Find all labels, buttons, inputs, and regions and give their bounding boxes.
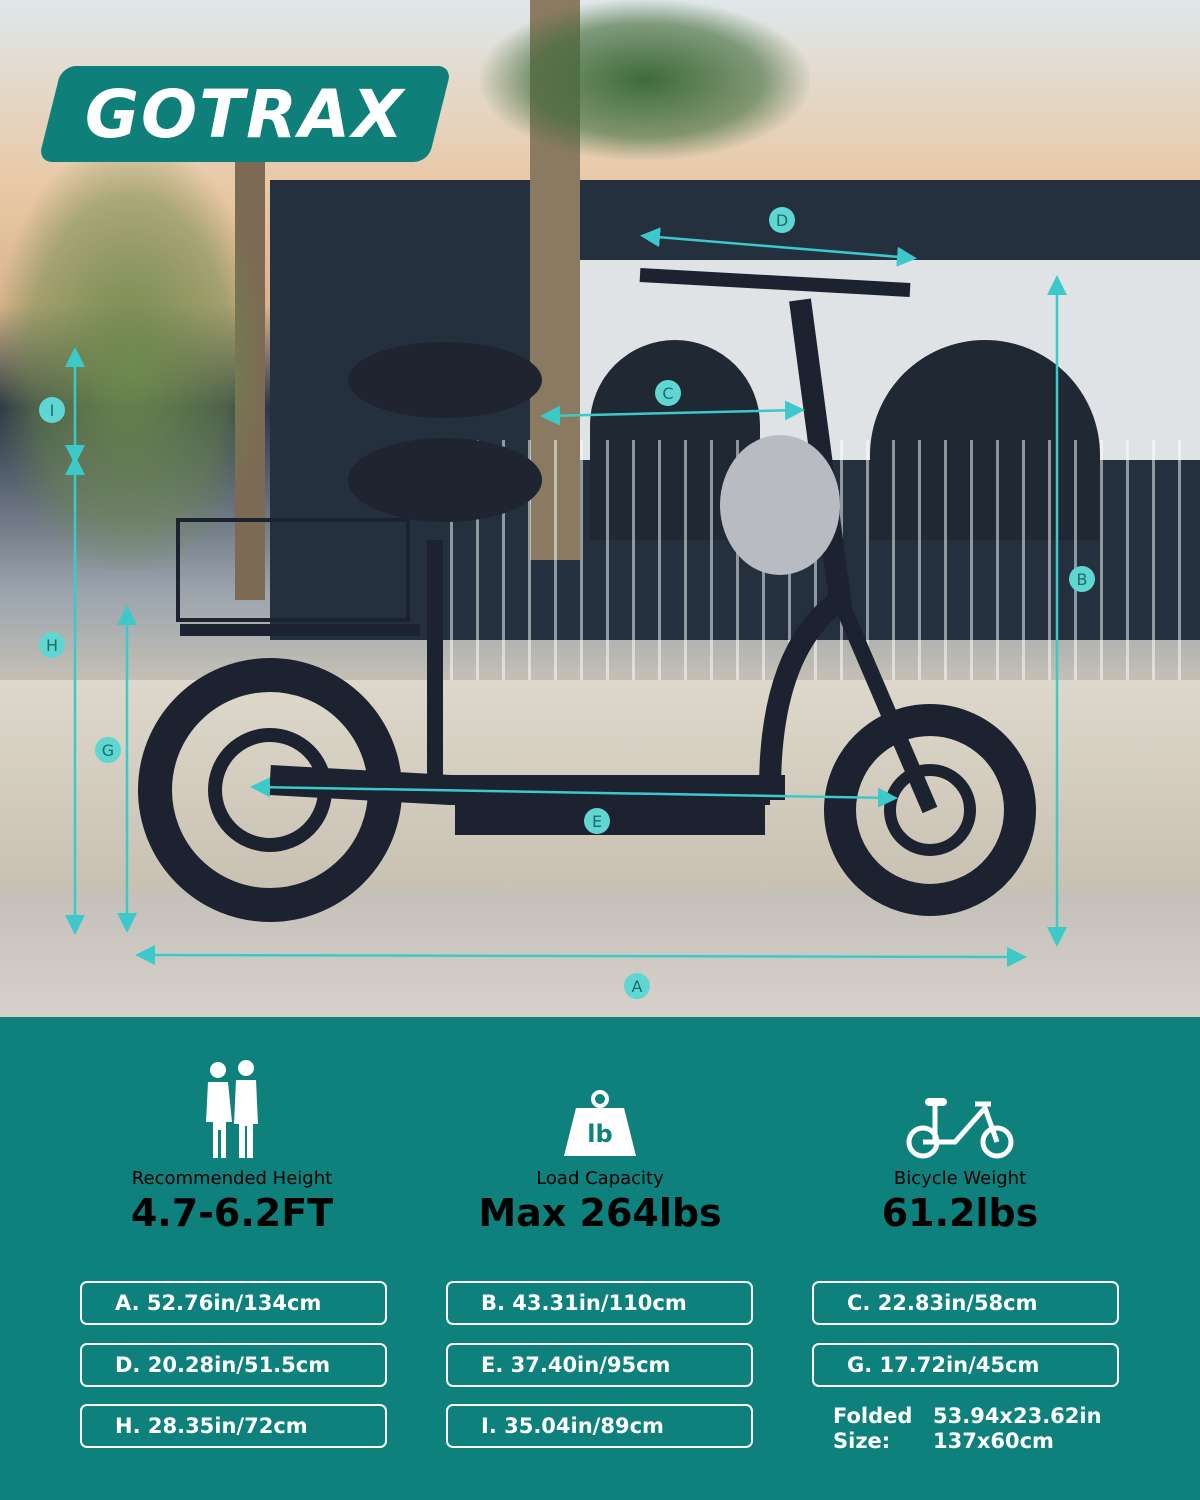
- dimension-line-a: [135, 945, 1027, 967]
- stat-value: Max 264lbs: [478, 1191, 722, 1235]
- front-hub: [884, 764, 976, 856]
- dimension-line-c: [540, 400, 805, 426]
- product-photo: GOTRAX A B C D E G H I: [0, 0, 1200, 1017]
- bicycle-icon: [780, 1060, 1140, 1160]
- dimension-line-e: [250, 777, 898, 808]
- folded-size-in: 53.94x23.62in: [933, 1404, 1102, 1428]
- svg-text:I: I: [50, 401, 55, 420]
- stat-bicycle-weight: Bicycle Weight 61.2lbs: [780, 1060, 1140, 1235]
- stat-load-capacity: lb Load Capacity Max 264lbs: [420, 1060, 780, 1235]
- stat-label: Bicycle Weight: [893, 1168, 1027, 1189]
- dimension-i: I. 35.04in/89cm: [446, 1404, 753, 1448]
- helmet: [720, 435, 840, 575]
- dimension-a: A. 52.76in/134cm: [80, 1281, 387, 1325]
- weight-icon: lb: [420, 1060, 780, 1160]
- stem: [759, 298, 852, 791]
- dimension-c: C. 22.83in/58cm: [812, 1281, 1119, 1325]
- fork: [832, 596, 938, 814]
- svg-text:D: D: [776, 211, 788, 230]
- dimension-b: B. 43.31in/110cm: [446, 1281, 753, 1325]
- dimension-d: D. 20.28in/51.5cm: [80, 1343, 387, 1387]
- svg-text:H: H: [46, 636, 58, 655]
- dimension-e: E. 37.40in/95cm: [446, 1343, 753, 1387]
- svg-text:lb: lb: [587, 1120, 612, 1148]
- folded-label: Size:: [833, 1429, 891, 1453]
- label-c: C: [655, 380, 681, 406]
- label-h: H: [39, 632, 65, 658]
- folded-size-cm: 137x60cm: [933, 1429, 1054, 1453]
- dimension-h: H. 28.35in/72cm: [80, 1404, 387, 1448]
- dimension-line-d: [640, 227, 917, 267]
- stat-label: Load Capacity: [536, 1168, 664, 1189]
- specs-panel: [0, 1017, 1200, 1500]
- label-b: B: [1069, 566, 1095, 592]
- label-i: I: [39, 397, 65, 423]
- couple-icon: [52, 1060, 412, 1160]
- dimension-g: G. 17.72in/45cm: [812, 1343, 1119, 1387]
- tree: [0, 150, 260, 570]
- svg-text:B: B: [1077, 570, 1088, 589]
- svg-text:E: E: [592, 812, 602, 831]
- stat-value: 61.2lbs: [881, 1191, 1039, 1235]
- folded-size: Folded 53.94x23.62in Size: 137x60cm: [833, 1404, 1102, 1454]
- stat-value: 4.7-6.2FT: [130, 1191, 334, 1235]
- folded-label: Folded: [833, 1404, 913, 1428]
- svg-text:C: C: [662, 384, 673, 403]
- label-d: D: [769, 207, 795, 233]
- label-e: E: [584, 808, 610, 834]
- palm-leaves: [480, 0, 810, 160]
- svg-text:G: G: [102, 741, 114, 760]
- seat: [348, 342, 542, 418]
- seat: [348, 438, 542, 522]
- front-wheel: [824, 704, 1036, 916]
- svg-text:A: A: [632, 977, 643, 996]
- label-g: G: [95, 737, 121, 763]
- basket: [176, 518, 410, 622]
- stat-label: Recommended Height: [131, 1168, 333, 1189]
- stat-recommended-height: Recommended Height 4.7-6.2FT: [52, 1060, 412, 1235]
- dimension-lines: A B C D E G H I: [39, 207, 1095, 999]
- label-a: A: [624, 973, 650, 999]
- handlebar: [639, 268, 911, 297]
